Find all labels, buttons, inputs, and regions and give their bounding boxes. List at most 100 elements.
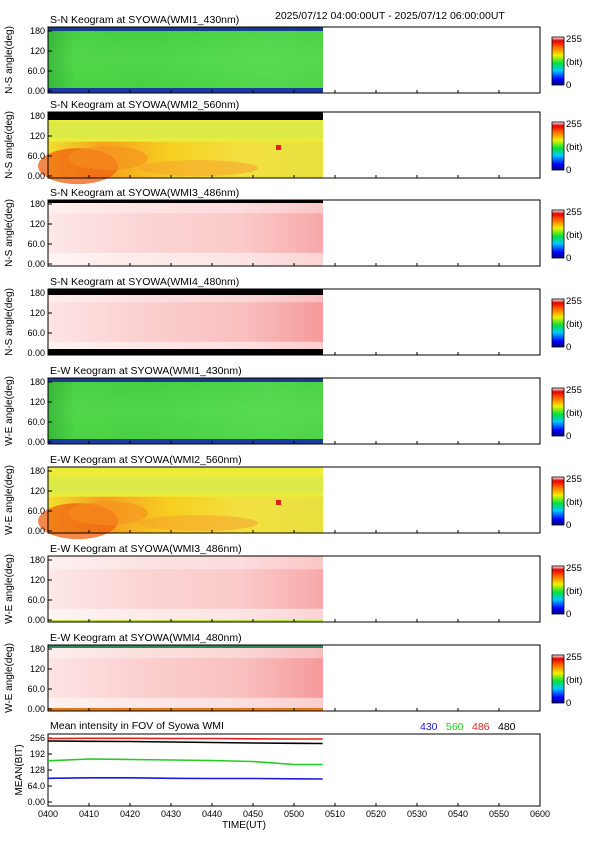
image-bottom-edge [48,349,323,355]
image-top-edge [48,378,323,382]
colorbar [551,654,565,704]
panel-title: S-N Keogram at SYOWA(WMI1_430nm) [50,14,239,26]
keogram-image [38,467,323,540]
keogram-panel: E-W Keogram at SYOWA(WMI1_430nm) 0.00 60.0… [4,365,582,447]
keogram-image [38,112,323,185]
colorbar-max-label: 255 [566,385,582,396]
keogram-panel: E-W Keogram at SYOWA(WMI3_486nm) 0.00 60.0… [4,543,582,625]
y-axis-label: W-E angle(deg) [4,465,15,535]
image-shade [48,378,323,444]
keogram-image [48,289,323,355]
image-top-edge [48,27,323,31]
y-tick-label: 120 [30,219,45,229]
y-tick-label: 0.00 [27,704,45,714]
series-line-430 [47,776,323,780]
keogram-panel: E-W Keogram at SYOWA(WMI2_560nm) 0.00 60.0… [4,454,582,540]
keogram-image [48,556,323,622]
panel-title: E-W Keogram at SYOWA(WMI4_480nm) [50,632,242,644]
y-tick-label: 60.0 [27,595,45,605]
colorbar [551,121,565,171]
x-tick-label: 0530 [407,809,427,819]
colorbar-max-label: 255 [566,119,582,130]
panel-title: E-W Keogram at SYOWA(WMI2_560nm) [50,454,242,466]
legend-entry-560: 560 [446,721,464,733]
colorbar-min-label: 0 [566,431,571,442]
image-mid [48,476,323,494]
image-bottom-fade [48,697,323,711]
y-tick-label: 120 [30,308,45,318]
colorbar-unit-label: (bit) [566,408,582,419]
bright-spot [276,500,281,505]
y-tick-label: 192 [30,749,45,759]
panel-title: S-N Keogram at SYOWA(WMI4_480nm) [50,276,239,288]
keogram-panel: S-N Keogram at SYOWA(WMI2_560nm) 0.00 60.0… [4,99,582,185]
y-axis-label: N-S angle(deg) [4,199,15,267]
colorbar-max-label: 255 [566,207,582,218]
image-top-edge [48,645,323,648]
y-axis-label: W-E angle(deg) [4,554,15,624]
x-tick-label: 0410 [79,809,99,819]
panel-title: E-W Keogram at SYOWA(WMI3_486nm) [50,543,242,555]
bright-region [68,501,148,526]
colorbar-min-label: 0 [566,609,571,620]
bright-region [68,146,148,171]
mean-panel-frame [47,733,541,807]
legend-entry-480: 480 [498,721,516,733]
image-bottom-fade [48,252,323,266]
colorbar [551,36,565,86]
x-tick-label: 0430 [161,809,181,819]
y-tick-label: 180 [30,466,45,476]
y-tick-label: 60.0 [27,66,45,76]
colorbar-unit-label: (bit) [566,586,582,597]
mean-panel-title: Mean intensity in FOV of Syowa WMI [50,720,224,732]
colorbar-max-label: 255 [566,652,582,663]
x-tick-label: 0550 [489,809,509,819]
keogram-image [48,200,323,266]
y-axis-label: N-S angle(deg) [4,111,15,179]
y-tick-label: 180 [30,199,45,209]
y-tick-label: 60.0 [27,417,45,427]
y-tick-label: 60.0 [27,151,45,161]
image-top-fade [48,645,323,659]
y-axis-label: N-S angle(deg) [4,26,15,94]
colorbar-max-label: 255 [566,563,582,574]
y-tick-label: 120 [30,664,45,674]
colorbar-max-label: 255 [566,474,582,485]
image-bottom-edge [48,88,323,93]
image-bottom-edge [48,620,323,622]
bright-region [138,160,258,177]
keogram-panel: S-N Keogram at SYOWA(WMI3_486nm) 0.00 60.0… [4,187,582,269]
y-tick-label: 0.00 [27,86,45,96]
colorbar-min-label: 0 [566,520,571,531]
y-tick-label: 0.00 [27,615,45,625]
y-tick-label: 64.0 [27,781,45,791]
colorbar [551,565,565,615]
bright-region [138,515,258,532]
colorbar-min-label: 0 [566,165,571,176]
x-tick-label: 0400 [38,809,58,819]
y-tick-label: 0.00 [27,259,45,269]
keogram-image [48,645,323,711]
colorbar-unit-label: (bit) [566,319,582,330]
colorbar-min-label: 0 [566,698,571,709]
y-tick-label: 0.00 [27,348,45,358]
x-tick-label: 0520 [366,809,386,819]
keogram-panel: S-N Keogram at SYOWA(WMI4_480nm) 0.00 60.0… [4,276,582,358]
keogram-panel: E-W Keogram at SYOWA(WMI4_480nm) 0.00 60.0… [4,632,582,714]
image-mid [48,121,323,139]
image-top-edge [48,200,323,203]
image-top-edge [48,112,323,120]
y-tick-label: 60.0 [27,239,45,249]
y-tick-label: 60.0 [27,506,45,516]
colorbar-min-label: 0 [566,80,571,91]
x-axis-label: TIME(UT) [222,820,266,831]
series-line-480 [47,740,323,745]
image-top-edge [48,289,323,295]
y-tick-label: 256 [30,733,45,743]
y-tick-label: 180 [30,26,45,36]
y-tick-label: 60.0 [27,684,45,694]
y-tick-label: 180 [30,288,45,298]
colorbar-unit-label: (bit) [566,142,582,153]
panel-title: E-W Keogram at SYOWA(WMI1_430nm) [50,365,242,377]
y-tick-label: 180 [30,555,45,565]
